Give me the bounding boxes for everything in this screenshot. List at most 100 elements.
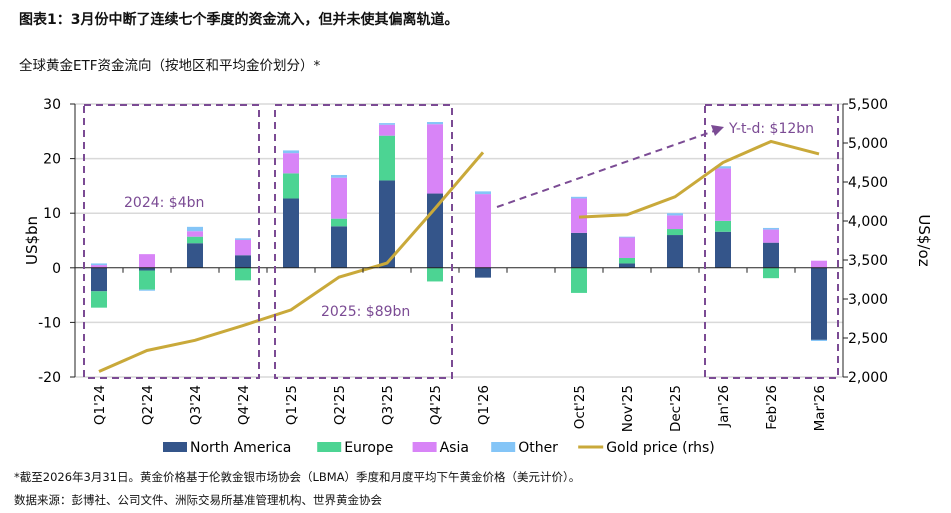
bar-asia bbox=[811, 260, 827, 268]
bar-asia bbox=[235, 239, 251, 256]
source-note: 数据来源：彭博社、公司文件、洲际交易所基准管理机构、世界黄金协会 bbox=[14, 493, 382, 507]
bar-other bbox=[475, 191, 491, 195]
bar-asia bbox=[91, 265, 107, 268]
bar-other bbox=[379, 123, 395, 125]
bar-other bbox=[427, 122, 443, 125]
bar-north-america bbox=[139, 267, 155, 271]
bar-north-america bbox=[283, 198, 299, 268]
annotation-2025: 2025: $89bn bbox=[321, 304, 410, 320]
bar-asia bbox=[715, 168, 731, 221]
y-tick-label: -20 bbox=[38, 370, 61, 386]
gold-price-line bbox=[578, 139, 820, 219]
bar-europe bbox=[283, 173, 299, 199]
bar-north-america bbox=[235, 255, 251, 268]
legend-label: North America bbox=[190, 440, 291, 456]
legend-swatch bbox=[317, 442, 342, 452]
bar-europe bbox=[91, 291, 107, 308]
bar-asia bbox=[475, 194, 491, 268]
bar-europe bbox=[619, 257, 635, 264]
x-tick-label: Q2'25 bbox=[332, 385, 348, 425]
gold-price-line bbox=[98, 151, 485, 373]
bar-north-america bbox=[379, 180, 395, 268]
bar-other bbox=[235, 238, 251, 240]
x-tick-label: Mar'26 bbox=[812, 385, 828, 431]
annotation-box-2026 bbox=[704, 104, 839, 379]
bar-north-america bbox=[187, 243, 203, 268]
bar-europe bbox=[331, 218, 347, 227]
bar-europe bbox=[379, 135, 395, 181]
annotation-box-2024 bbox=[83, 104, 260, 379]
x-tick-label: Dec'25 bbox=[668, 385, 684, 432]
bar-asia bbox=[187, 231, 203, 237]
x-tick-label: Nov'25 bbox=[620, 385, 636, 432]
chart-subtitle: 全球黄金ETF资金流向（按地区和平均金价划分）* bbox=[19, 58, 321, 74]
y-right-tick-label: 5,000 bbox=[848, 136, 888, 152]
x-tick-label: Q1'25 bbox=[284, 385, 300, 425]
y-right-tick-label: 3,500 bbox=[848, 253, 888, 269]
bar-north-america bbox=[619, 263, 635, 268]
y-right-tick-label: 4,000 bbox=[848, 214, 888, 230]
bar-asia bbox=[283, 153, 299, 174]
y-right-tick-label: 2,000 bbox=[848, 370, 888, 386]
bar-europe bbox=[139, 270, 155, 290]
x-tick-label: Q4'25 bbox=[428, 385, 444, 425]
legend-swatch bbox=[412, 442, 437, 452]
bar-asia bbox=[619, 237, 635, 258]
bar-asia bbox=[139, 254, 155, 268]
bar-europe bbox=[667, 229, 683, 236]
y-right-tick-label: 3,000 bbox=[848, 292, 888, 308]
bar-other bbox=[91, 263, 107, 266]
bar-asia bbox=[763, 229, 779, 243]
bar-europe bbox=[571, 267, 587, 293]
bar-north-america bbox=[91, 267, 107, 292]
bar-asia bbox=[379, 124, 395, 136]
x-tick-label: Feb'26 bbox=[764, 385, 780, 430]
bar-north-america bbox=[427, 193, 443, 268]
x-tick-label: Q1'26 bbox=[476, 385, 492, 425]
bar-europe bbox=[427, 267, 443, 282]
bar-other bbox=[715, 166, 731, 169]
bar-europe bbox=[715, 220, 731, 232]
bar-north-america bbox=[763, 242, 779, 268]
y-tick-label: 0 bbox=[52, 261, 61, 277]
x-tick-label: Q4'24 bbox=[236, 385, 252, 425]
legend-label: Europe bbox=[344, 440, 393, 456]
bar-north-america bbox=[667, 235, 683, 268]
bar-other bbox=[811, 339, 827, 341]
annotation-box-2025 bbox=[274, 104, 453, 379]
y-tick-label: 20 bbox=[43, 152, 61, 168]
bar-other bbox=[331, 174, 347, 178]
bar-asia bbox=[331, 177, 347, 219]
legend-swatch bbox=[491, 442, 516, 452]
bar-other bbox=[139, 289, 155, 291]
y-tick-label: -10 bbox=[38, 315, 61, 331]
annotation-ytd: Y-t-d: $12bn bbox=[728, 121, 814, 137]
bar-europe bbox=[235, 267, 251, 281]
bar-asia bbox=[427, 124, 443, 194]
bar-europe bbox=[763, 267, 779, 279]
legend-label: Gold price (rhs) bbox=[606, 440, 715, 456]
y-right-tick-label: 2,500 bbox=[848, 331, 888, 347]
y-tick-label: 30 bbox=[43, 97, 61, 113]
x-tick-label: Q3'25 bbox=[380, 385, 396, 425]
bar-north-america bbox=[811, 267, 827, 340]
bar-other bbox=[763, 227, 779, 230]
bar-europe bbox=[187, 236, 203, 244]
arrow-head-icon bbox=[711, 125, 724, 136]
y-right-tick-label: 4,500 bbox=[848, 175, 888, 191]
bar-other bbox=[283, 150, 299, 154]
x-tick-label: Q3'24 bbox=[188, 385, 204, 425]
legend-swatch bbox=[163, 442, 187, 452]
bar-north-america bbox=[571, 232, 587, 268]
x-tick-label: Jan'26 bbox=[716, 385, 732, 428]
bar-north-america bbox=[331, 226, 347, 268]
chart-title: 图表1：3月份中断了连续七个季度的资金流入，但并未使其偏离轨道。 bbox=[19, 12, 459, 28]
ytd-arrow-line bbox=[496, 130, 715, 208]
etf-flows-chart: 30 20 10 0 -10 -20 5,500 5,000 4,500 4,000 3,500 3,… bbox=[23, 97, 933, 456]
bar-other bbox=[187, 226, 203, 232]
bar-north-america bbox=[715, 231, 731, 268]
bar-asia bbox=[667, 215, 683, 230]
legend-label: Other bbox=[518, 440, 558, 456]
bar-north-america bbox=[475, 267, 491, 278]
y-axis-label: US$bn bbox=[23, 216, 41, 265]
